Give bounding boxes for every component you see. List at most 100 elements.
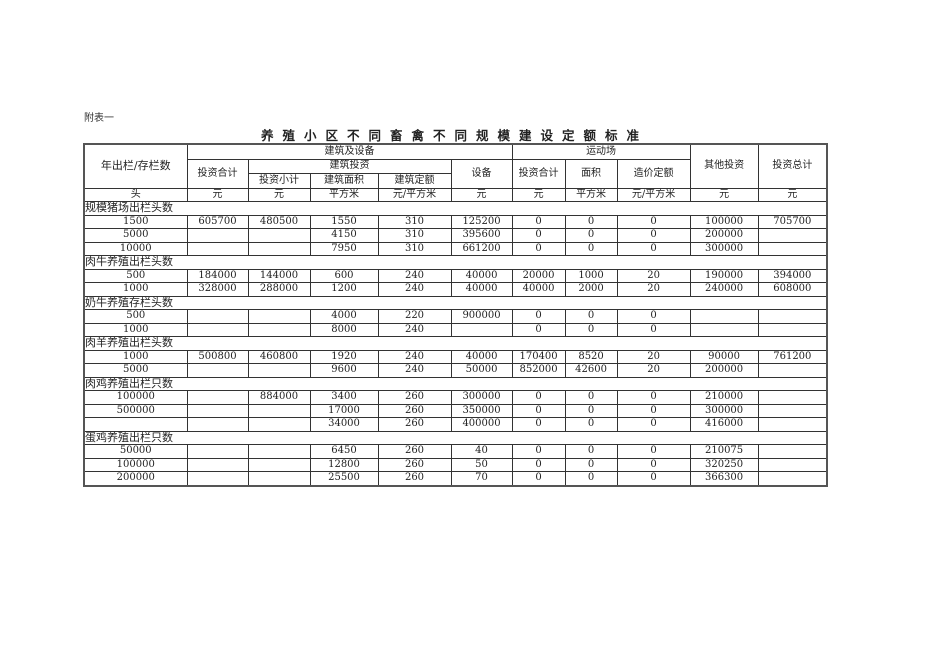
table-cell: 0	[564, 471, 618, 486]
header-building-quota: 建筑定额	[377, 173, 452, 189]
table-cell: 500000	[83, 403, 188, 418]
header-yard-cost-quota: 造价定额	[616, 158, 691, 189]
table-cell: 0	[511, 322, 566, 337]
table-cell: 310	[377, 241, 452, 256]
table-cell: 0	[616, 457, 691, 472]
table-cell: 240	[377, 268, 452, 283]
unit-cell: 元	[511, 187, 566, 202]
table-cell: 288000	[247, 282, 311, 297]
header-invest-total: 投资合计	[186, 158, 249, 189]
table-cell: 40	[450, 444, 513, 459]
table-cell: 70	[450, 471, 513, 486]
table-row: 5000 9600 240 50000 852000 42600 20 200000	[83, 363, 828, 378]
group-fill	[187, 430, 828, 445]
table-cell: 0	[616, 471, 691, 486]
table-cell	[757, 457, 828, 472]
group-row: 奶牛养殖存栏头数	[83, 295, 828, 310]
table-cell	[247, 309, 311, 324]
table-cell: 260	[377, 390, 452, 405]
table-cell: 0	[511, 309, 566, 324]
header-building-area: 建筑面积	[309, 173, 379, 189]
table-cell	[83, 417, 188, 432]
table-cell: 240	[377, 282, 452, 297]
table-cell: 40000	[450, 268, 513, 283]
table-cell	[757, 309, 828, 324]
table-cell: 600	[309, 268, 379, 283]
table-cell: 705700	[757, 214, 828, 229]
table-cell: 0	[511, 214, 566, 229]
table-cell: 4150	[309, 228, 379, 243]
table-cell: 0	[616, 417, 691, 432]
table-cell	[689, 322, 759, 337]
group-label: 规模猪场出栏头数	[83, 201, 187, 216]
table-row: 34000 260 400000 0 0 0 416000	[83, 417, 828, 432]
table-cell: 900000	[450, 309, 513, 324]
group-label: 奶牛养殖存栏头数	[83, 295, 187, 310]
table-cell: 0	[616, 214, 691, 229]
table-row: 100000 12800 260 50 0 0 0 320250	[83, 457, 828, 472]
group-label: 肉鸡养殖出栏只数	[83, 376, 187, 391]
table-cell	[186, 417, 249, 432]
table-row: 50000 6450 260 40 0 0 0 210075	[83, 444, 828, 459]
table-cell	[689, 309, 759, 324]
appendix-label: 附表一	[84, 113, 114, 124]
table-cell	[186, 228, 249, 243]
header-building-invest: 建筑投资	[247, 158, 452, 174]
table-cell: 184000	[186, 268, 249, 283]
group-row: 肉牛养殖出栏头数	[83, 255, 828, 270]
table-cell: 0	[616, 322, 691, 337]
table-cell: 605700	[186, 214, 249, 229]
table-cell: 0	[564, 417, 618, 432]
unit-cell: 元	[186, 187, 249, 202]
table-cell: 0	[511, 228, 566, 243]
table-cell: 20000	[511, 268, 566, 283]
table-cell: 170400	[511, 349, 566, 364]
table-cell: 7950	[309, 241, 379, 256]
unit-cell: 元	[450, 187, 513, 202]
table-cell	[186, 241, 249, 256]
group-fill	[187, 201, 828, 216]
table-row: 1500 605700 480500 1550 310 125200 0 0 0 100000 70…	[83, 214, 828, 229]
table-cell: 9600	[309, 363, 379, 378]
table-cell: 310	[377, 228, 452, 243]
table-cell: 884000	[247, 390, 311, 405]
table-cell	[186, 444, 249, 459]
table-cell: 460800	[247, 349, 311, 364]
table-cell	[757, 403, 828, 418]
table-cell: 350000	[450, 403, 513, 418]
unit-cell: 元	[689, 187, 759, 202]
table-cell: 25500	[309, 471, 379, 486]
table-cell: 260	[377, 417, 452, 432]
table-row: 100000 884000 3400 260 300000 0 0 0 210000	[83, 390, 828, 405]
table-row: 1000 8000 240 0 0 0	[83, 322, 828, 337]
unit-cell: 头	[83, 187, 188, 202]
header-row-3: 投资小计 建筑面积 建筑定额	[84, 173, 827, 189]
table-cell: 20	[616, 282, 691, 297]
table-cell: 1000	[83, 322, 188, 337]
table-cell: 400000	[450, 417, 513, 432]
header-invest-subtotal: 投资小计	[247, 173, 311, 189]
table-cell: 0	[511, 457, 566, 472]
table-cell: 300000	[450, 390, 513, 405]
table-cell: 42600	[564, 363, 618, 378]
table-cell	[757, 322, 828, 337]
table-cell: 10000	[83, 241, 188, 256]
table-cell	[186, 309, 249, 324]
unit-cell: 平方米	[309, 187, 379, 202]
table-cell: 1000	[564, 268, 618, 283]
table-cell: 260	[377, 471, 452, 486]
table-cell: 200000	[83, 471, 188, 486]
table-cell: 661200	[450, 241, 513, 256]
table-cell	[247, 228, 311, 243]
quota-table: 年出栏/存栏数 建筑及设备 运动场 其他投资 投资总计 投资合计 建筑投资 设备…	[83, 143, 829, 487]
table-cell: 1500	[83, 214, 188, 229]
table-cell: 40000	[511, 282, 566, 297]
table-cell: 310	[377, 214, 452, 229]
table-cell: 90000	[689, 349, 759, 364]
table-cell: 144000	[247, 268, 311, 283]
table-row: 200000 25500 260 70 0 0 0 366300	[83, 471, 828, 486]
table-cell: 1000	[83, 282, 188, 297]
group-fill	[187, 295, 828, 310]
table-cell: 210075	[689, 444, 759, 459]
table-cell: 100000	[83, 457, 188, 472]
